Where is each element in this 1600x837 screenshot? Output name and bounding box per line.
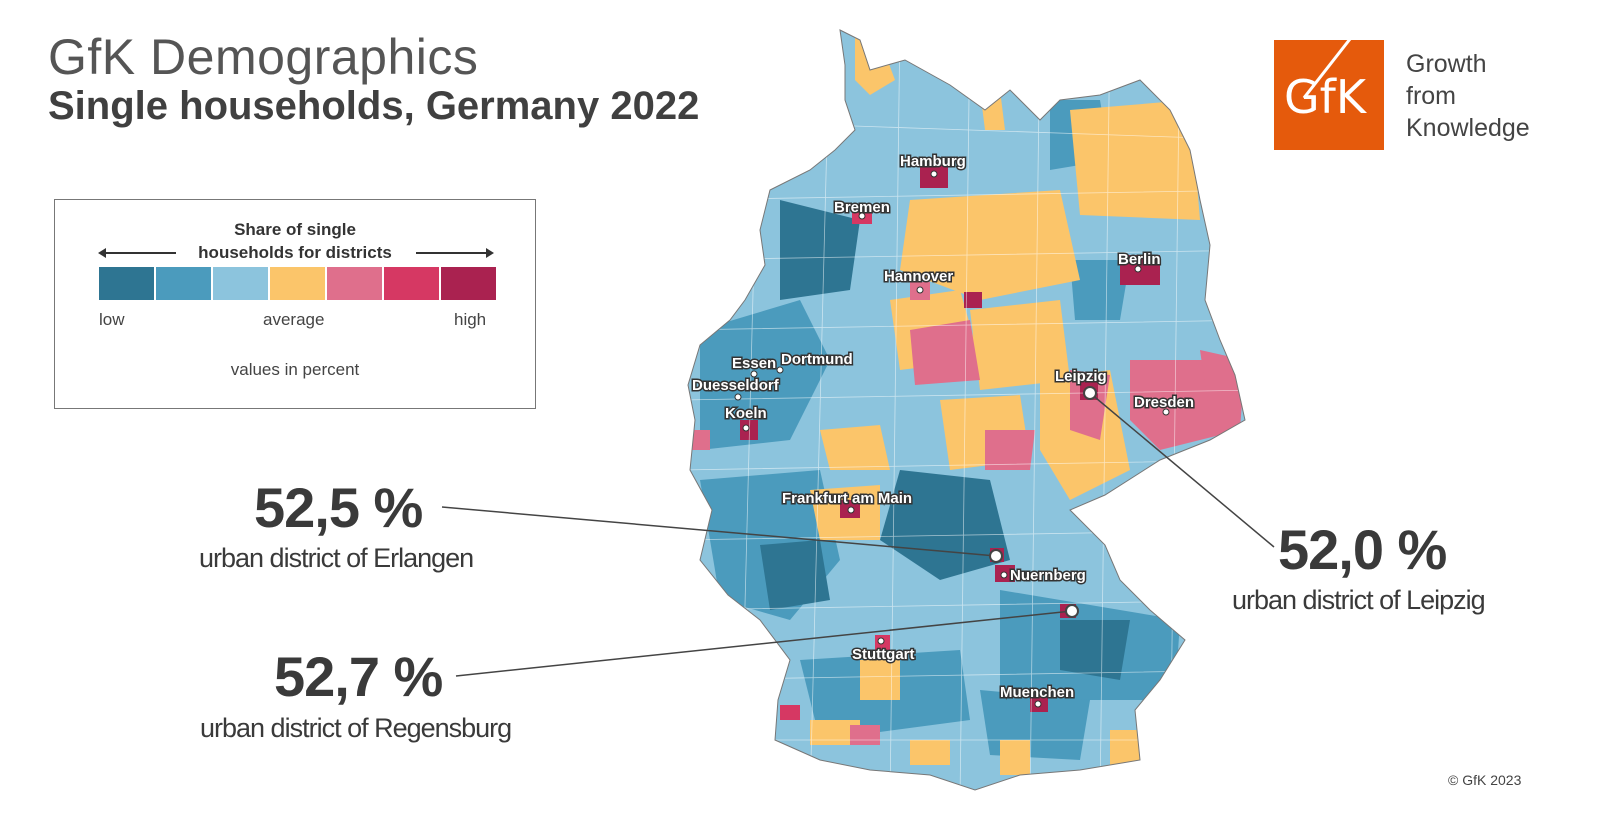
callout-label-leipzig: urban district of Leipzig bbox=[1232, 585, 1486, 615]
callout-marker-erlangen bbox=[989, 549, 1003, 563]
city-label-essen: Essen bbox=[732, 355, 776, 372]
city-labels: Hamburg Bremen Berlin Hannover Essen Dor… bbox=[691, 152, 1196, 703]
arrow-right-icon bbox=[416, 248, 494, 258]
tagline-line2: from bbox=[1406, 82, 1456, 110]
city-dot-muenchen bbox=[1034, 700, 1042, 708]
city-dot-bremen bbox=[858, 212, 866, 220]
city-dot-dresden bbox=[1162, 408, 1170, 416]
district-area bbox=[1000, 740, 1030, 775]
city-dot-hamburg bbox=[930, 170, 938, 178]
district-area bbox=[850, 725, 880, 745]
city-dot-koeln bbox=[742, 424, 750, 432]
city-dot-essen bbox=[750, 370, 758, 378]
legend-swatch-6 bbox=[384, 267, 439, 300]
district-area bbox=[780, 200, 860, 300]
legend-swatch-7 bbox=[441, 267, 496, 300]
legend-swatch-2 bbox=[156, 267, 211, 300]
callout-line-erlangen bbox=[441, 506, 997, 557]
legend: Share of single households for districts… bbox=[54, 199, 536, 409]
callout-line-leipzig bbox=[1089, 392, 1275, 548]
callout-label-regensburg: urban district of Regensburg bbox=[200, 713, 512, 743]
city-label-berlin: Berlin bbox=[1118, 251, 1161, 268]
district-border-lines bbox=[739, 30, 1181, 790]
callout-label-erlangen: urban district of Erlangen bbox=[199, 543, 474, 573]
city-label-hamburg: Hamburg bbox=[900, 153, 966, 170]
city-dot-dortmund bbox=[776, 366, 784, 374]
district-area bbox=[1110, 730, 1140, 765]
city-label-dortmund: Dortmund bbox=[781, 351, 853, 368]
district-area bbox=[970, 300, 1070, 390]
district-area bbox=[1070, 260, 1130, 320]
tagline-line3: Knowledge bbox=[1406, 114, 1530, 142]
district-area bbox=[880, 470, 1010, 580]
callout-marker-leipzig bbox=[1083, 386, 1097, 400]
legend-average-label: average bbox=[263, 310, 325, 329]
legend-high-label: high bbox=[454, 310, 487, 329]
district-borders bbox=[688, 30, 1245, 790]
city-label-leipzig: Leipzig bbox=[1055, 368, 1107, 385]
germany-outline bbox=[687, 29, 1246, 791]
legend-note: values in percent bbox=[230, 360, 360, 379]
tagline-line1: Growth bbox=[1406, 50, 1487, 78]
district-area bbox=[760, 540, 830, 610]
city-label-duesseldorf: Duesseldorf bbox=[692, 377, 780, 394]
district-area bbox=[1060, 620, 1130, 680]
legend-swatch-3 bbox=[213, 267, 268, 300]
legend-title-line2: households for districts bbox=[198, 243, 392, 262]
legend-low-label: low bbox=[99, 310, 125, 329]
district-border-lines bbox=[688, 119, 1245, 741]
callout-value-leipzig: 52,0 % bbox=[1278, 518, 1447, 581]
city-label-frankfurt: Frankfurt am Main bbox=[782, 490, 912, 507]
city-dot-duesseldorf bbox=[734, 393, 742, 401]
callout-value-erlangen: 52,5 % bbox=[254, 476, 423, 539]
gfk-logo: GfK bbox=[1274, 40, 1384, 150]
page-title: GfK Demographics bbox=[48, 29, 479, 85]
city-label-bremen: Bremen bbox=[834, 199, 890, 216]
city-dot-stuttgart bbox=[877, 637, 885, 645]
city-dot-nuernberg bbox=[1000, 571, 1008, 579]
district-area bbox=[910, 320, 980, 385]
district-area bbox=[860, 660, 900, 700]
district-area bbox=[690, 430, 710, 450]
callout-value-regensburg: 52,7 % bbox=[274, 645, 443, 708]
district-area bbox=[910, 740, 950, 765]
logo-tagline: Growth from Knowledge bbox=[1406, 48, 1530, 144]
legend-swatch-1 bbox=[99, 267, 154, 300]
district-area bbox=[985, 430, 1035, 470]
legend-swatch-4 bbox=[270, 267, 325, 300]
city-dots bbox=[734, 170, 1170, 708]
city-label-muenchen: Muenchen bbox=[1000, 684, 1074, 701]
district-area bbox=[810, 720, 860, 745]
arrow-left-icon bbox=[98, 248, 176, 258]
city-label-stuttgart: Stuttgart bbox=[852, 646, 915, 663]
city-dot-hannover bbox=[916, 286, 924, 294]
district-area bbox=[780, 705, 800, 720]
district-area bbox=[964, 292, 982, 308]
callout-marker-regensburg bbox=[1065, 604, 1079, 618]
callout-line-regensburg bbox=[455, 610, 1073, 677]
city-label-dresden: Dresden bbox=[1134, 394, 1194, 411]
legend-color-scale bbox=[99, 267, 496, 300]
legend-title-line1: Share of single bbox=[234, 220, 356, 239]
district-area bbox=[700, 300, 830, 450]
city-dot-frankfurt bbox=[847, 506, 855, 514]
city-label-koeln: Koeln bbox=[725, 405, 767, 422]
page-subtitle: Single households, Germany 2022 bbox=[48, 84, 700, 128]
logo-brand-text: GfK bbox=[1284, 70, 1367, 124]
city-dot-berlin bbox=[1134, 265, 1142, 273]
callout-lines bbox=[441, 386, 1275, 677]
legend-swatch-5 bbox=[327, 267, 382, 300]
district-area bbox=[900, 190, 1080, 300]
city-label-hannover: Hannover bbox=[884, 268, 953, 285]
city-label-nuernberg: Nuernberg bbox=[1010, 567, 1086, 584]
district-area bbox=[1070, 100, 1200, 220]
copyright-notice: © GfK 2023 bbox=[1448, 772, 1522, 788]
district-area bbox=[820, 425, 890, 470]
legend-title: Share of single households for districts bbox=[55, 218, 535, 264]
